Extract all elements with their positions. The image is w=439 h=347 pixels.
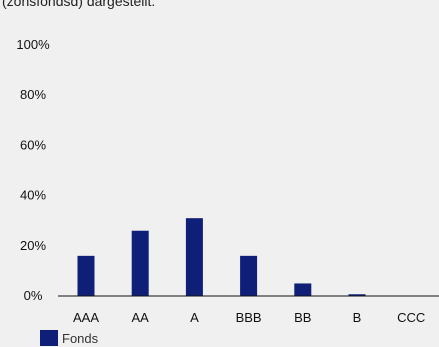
legend-swatch-fonds <box>40 330 58 346</box>
y-axis-ticks: 0% 20% 40% 60% 80% 100% <box>16 37 50 303</box>
y-tick-label: 20% <box>20 238 46 253</box>
x-tick-label-bb: BB <box>294 310 311 325</box>
x-tick-label-aa: AA <box>132 310 150 325</box>
x-tick-label-bbb: BBB <box>236 310 262 325</box>
y-tick-label: 0% <box>24 288 43 303</box>
bar-aa <box>131 230 149 296</box>
legend: Fonds <box>40 330 98 346</box>
y-tick-label: 100% <box>16 37 50 52</box>
bar-bbb <box>240 255 258 296</box>
legend-label-fonds: Fonds <box>62 330 99 346</box>
bar-bb <box>294 283 312 296</box>
x-tick-label-a: A <box>190 310 199 325</box>
x-tick-label-b: B <box>353 310 362 325</box>
bar-aaa <box>77 255 95 296</box>
bar-a <box>185 218 203 296</box>
y-tick-label: 80% <box>20 87 46 102</box>
x-axis-tick-labels: AAA AA A BBB BB B CCC <box>73 310 425 325</box>
chart-caption: (zonsfondsd) dargestellt. <box>2 0 156 9</box>
y-tick-label: 60% <box>20 137 46 152</box>
bars <box>77 218 366 296</box>
bar-b <box>348 294 366 296</box>
y-tick-label: 40% <box>20 188 46 203</box>
x-tick-label-aaa: AAA <box>73 310 99 325</box>
x-tick-label-ccc: CCC <box>397 310 425 325</box>
